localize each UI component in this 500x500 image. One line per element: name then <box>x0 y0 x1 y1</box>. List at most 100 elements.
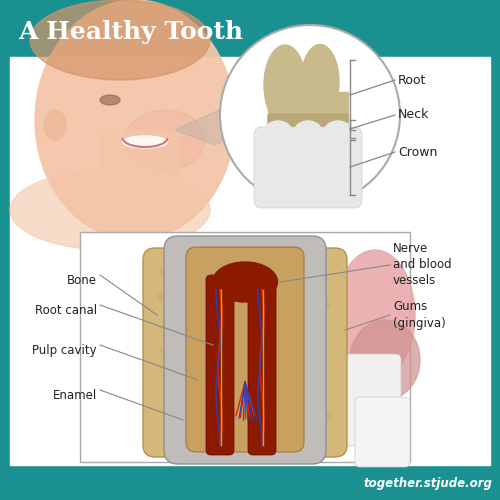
Circle shape <box>230 386 236 392</box>
Circle shape <box>260 411 264 414</box>
Circle shape <box>199 365 206 372</box>
Circle shape <box>182 386 186 392</box>
Circle shape <box>184 394 190 399</box>
Text: Bone: Bone <box>67 274 97 287</box>
FancyBboxPatch shape <box>254 127 362 208</box>
Circle shape <box>308 326 315 333</box>
Circle shape <box>170 326 173 329</box>
Circle shape <box>280 322 283 326</box>
Circle shape <box>160 268 168 275</box>
Ellipse shape <box>44 110 66 140</box>
Circle shape <box>296 340 302 345</box>
Circle shape <box>294 294 302 302</box>
Circle shape <box>220 270 227 277</box>
Circle shape <box>300 401 304 405</box>
Circle shape <box>292 323 299 330</box>
Circle shape <box>312 396 316 400</box>
Circle shape <box>302 314 308 320</box>
Circle shape <box>264 309 272 317</box>
Circle shape <box>162 325 166 329</box>
Circle shape <box>177 312 184 318</box>
Ellipse shape <box>10 170 210 250</box>
Text: Root: Root <box>398 74 426 86</box>
Circle shape <box>224 274 228 278</box>
Ellipse shape <box>35 0 235 240</box>
Circle shape <box>246 334 249 338</box>
Circle shape <box>252 302 258 308</box>
Bar <box>0 465 500 500</box>
Circle shape <box>189 281 194 286</box>
Circle shape <box>167 286 173 292</box>
Circle shape <box>244 429 248 433</box>
Circle shape <box>271 437 274 441</box>
Circle shape <box>260 277 264 280</box>
Text: Crown: Crown <box>398 146 438 158</box>
Circle shape <box>266 282 271 288</box>
Text: Neck: Neck <box>398 108 430 122</box>
Ellipse shape <box>294 121 322 143</box>
Circle shape <box>264 284 271 291</box>
Ellipse shape <box>264 45 306 125</box>
FancyBboxPatch shape <box>186 247 304 452</box>
Circle shape <box>250 316 256 322</box>
Circle shape <box>210 347 217 355</box>
Ellipse shape <box>350 320 420 400</box>
Circle shape <box>158 294 164 300</box>
Circle shape <box>262 436 265 440</box>
Circle shape <box>208 420 215 426</box>
Circle shape <box>206 430 212 436</box>
Polygon shape <box>175 105 270 145</box>
Circle shape <box>295 281 300 285</box>
Circle shape <box>216 309 223 316</box>
FancyBboxPatch shape <box>355 397 410 467</box>
FancyBboxPatch shape <box>164 236 326 464</box>
Text: Gums
(gingiva): Gums (gingiva) <box>393 300 446 330</box>
Circle shape <box>270 382 276 388</box>
Circle shape <box>199 267 204 272</box>
Circle shape <box>161 348 165 352</box>
Circle shape <box>214 416 222 424</box>
Circle shape <box>187 362 192 366</box>
Circle shape <box>262 364 266 368</box>
Circle shape <box>266 344 270 348</box>
Circle shape <box>174 374 178 378</box>
Ellipse shape <box>100 95 120 105</box>
Circle shape <box>221 328 226 333</box>
Ellipse shape <box>301 44 339 120</box>
Ellipse shape <box>125 110 205 170</box>
Circle shape <box>170 408 178 416</box>
Circle shape <box>182 298 186 302</box>
Text: together.stjude.org: together.stjude.org <box>363 476 492 490</box>
Ellipse shape <box>30 0 210 80</box>
Circle shape <box>196 424 201 429</box>
Circle shape <box>320 308 325 314</box>
Circle shape <box>191 312 196 316</box>
Ellipse shape <box>324 121 352 143</box>
Circle shape <box>276 432 284 440</box>
Circle shape <box>248 364 250 366</box>
Circle shape <box>218 388 224 394</box>
Circle shape <box>176 432 182 438</box>
Ellipse shape <box>212 262 278 302</box>
FancyBboxPatch shape <box>268 114 348 142</box>
Text: Pulp cavity: Pulp cavity <box>32 344 97 357</box>
Ellipse shape <box>122 136 168 148</box>
Circle shape <box>219 434 226 441</box>
Circle shape <box>229 267 236 274</box>
Circle shape <box>219 306 222 309</box>
Circle shape <box>241 266 246 270</box>
Circle shape <box>200 350 205 355</box>
Circle shape <box>288 272 296 280</box>
Circle shape <box>176 398 182 402</box>
Circle shape <box>262 408 265 412</box>
Circle shape <box>174 352 180 356</box>
Circle shape <box>282 304 286 306</box>
Text: Enamel: Enamel <box>53 389 97 402</box>
Circle shape <box>272 304 276 309</box>
Circle shape <box>178 345 185 352</box>
Circle shape <box>256 272 262 278</box>
Bar <box>268 92 348 120</box>
Circle shape <box>184 274 191 281</box>
Circle shape <box>293 282 298 286</box>
Circle shape <box>196 314 200 318</box>
